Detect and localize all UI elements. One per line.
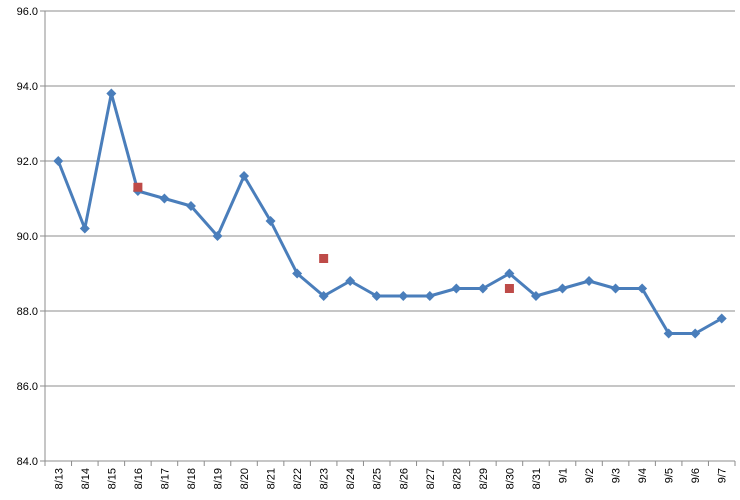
x-tick-label: 8/25 <box>372 468 384 489</box>
x-tick-label: 8/14 <box>80 468 92 489</box>
x-tick-label: 9/4 <box>637 468 649 483</box>
data-point <box>133 182 143 192</box>
series-2 <box>133 182 514 293</box>
data-point <box>504 284 514 293</box>
data-point <box>53 156 64 166</box>
y-tick-label: 84.0 <box>17 456 38 468</box>
x-tick-label: 8/29 <box>478 468 490 489</box>
data-point <box>319 254 329 263</box>
y-tick-label: 88.0 <box>17 306 38 318</box>
x-tick-label: 8/30 <box>504 468 516 489</box>
data-point <box>557 283 568 294</box>
x-tick-label: 8/18 <box>186 468 198 489</box>
gridlines <box>45 10 735 387</box>
x-tick-label: 8/15 <box>106 468 118 489</box>
x-tick-label: 8/19 <box>213 468 225 489</box>
data-point <box>212 231 223 241</box>
data-point <box>504 268 515 279</box>
data-point <box>424 291 435 301</box>
x-tick-label: 8/27 <box>425 468 437 489</box>
series-1 <box>53 88 727 339</box>
data-point <box>584 276 595 286</box>
data-point <box>159 193 170 204</box>
data-point <box>239 171 250 181</box>
data-point <box>663 328 674 339</box>
data-point <box>451 283 462 294</box>
y-tick-label: 92.0 <box>17 156 38 168</box>
x-tick-label: 8/23 <box>319 468 331 489</box>
x-tick-label: 8/17 <box>159 468 171 489</box>
x-tick-label: 9/1 <box>558 468 570 483</box>
x-tick-label: 8/28 <box>451 468 463 489</box>
x-tick-label: 9/2 <box>584 468 596 483</box>
data-point <box>106 88 117 99</box>
y-tick-label: 94.0 <box>17 81 38 93</box>
data-point <box>371 291 382 301</box>
x-tick-label: 8/16 <box>133 468 145 489</box>
data-point <box>530 291 541 301</box>
x-tick-label: 8/22 <box>292 468 304 489</box>
data-point <box>292 268 303 279</box>
data-point <box>265 216 276 226</box>
x-tick-label: 8/24 <box>345 468 357 489</box>
x-tick-label: 8/13 <box>53 468 65 489</box>
x-tick-label: 8/26 <box>398 468 410 489</box>
data-point <box>398 291 409 301</box>
data-point <box>477 283 488 294</box>
data-point <box>79 223 90 234</box>
x-tick-label: 8/21 <box>266 468 278 489</box>
x-tick-label: 9/7 <box>717 468 729 483</box>
data-point <box>610 283 621 294</box>
x-tick-label: 9/6 <box>690 468 702 483</box>
x-tick-label: 8/31 <box>531 468 543 489</box>
series-group <box>53 88 727 339</box>
y-tick-label: 96.0 <box>17 6 38 18</box>
x-tick-label: 9/5 <box>664 468 676 483</box>
axes <box>40 10 736 466</box>
y-tick-label: 86.0 <box>17 381 38 393</box>
data-point <box>637 283 648 294</box>
data-point <box>716 313 727 324</box>
data-point <box>185 201 196 211</box>
x-tick-label: 9/3 <box>611 468 623 483</box>
y-tick-label: 90.0 <box>17 231 38 243</box>
y-axis-tick-labels: 84.0 86.0 88.0 90.0 92.0 94.0 96.0 <box>17 6 38 468</box>
data-point <box>345 276 356 286</box>
x-tick-label: 8/20 <box>239 468 251 489</box>
series-line <box>56 92 723 335</box>
x-axis-tick-labels: 8/13 8/14 8/15 8/16 8/17 8/18 8/19 8/20 8/21 8/22… <box>53 468 728 489</box>
data-point <box>318 291 329 301</box>
data-point <box>690 328 701 339</box>
